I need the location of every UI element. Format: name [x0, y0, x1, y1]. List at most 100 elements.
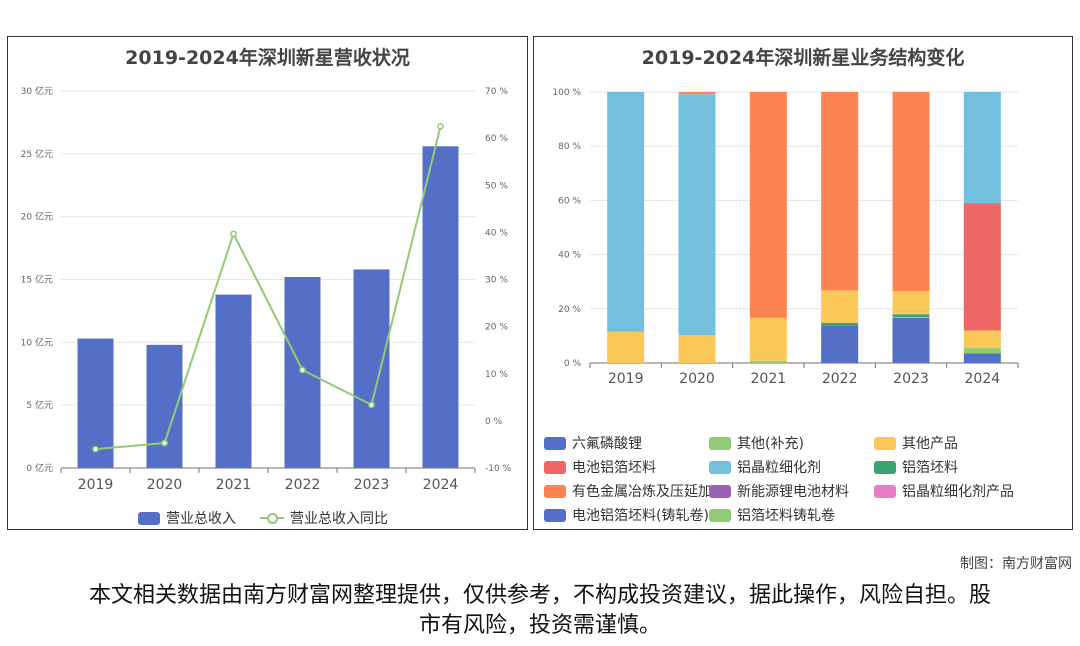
stack-segment: [607, 331, 645, 363]
legend-item[interactable]: 铝箔坯料: [874, 457, 958, 477]
legend-swatch: [874, 484, 896, 498]
y-left-tick-label: 25 亿元: [21, 148, 53, 160]
y-left-tick-label: 20 亿元: [21, 211, 53, 223]
legend-label: 铝晶粒细化剂产品: [902, 484, 1014, 500]
legend-label: 铝晶粒细化剂: [737, 460, 821, 476]
stack-segment: [821, 290, 859, 323]
legend-item[interactable]: 其他产品: [874, 433, 958, 453]
legend-label: 铝箔坯料: [902, 460, 958, 476]
stack-segment: [963, 348, 1001, 354]
x-tick-label: 2024: [965, 371, 1001, 387]
legend-label: 其他产品: [902, 436, 958, 452]
stack-segment: [749, 317, 787, 361]
y-right-tick-label: 50 %: [485, 181, 508, 191]
x-tick-label: 2020: [679, 371, 715, 387]
disclaimer-text: 本文相关数据由南方财富网整理提供，仅供参考，不构成投资建议，据此操作，风险自担。…: [88, 583, 991, 638]
legend-swatch: [709, 508, 731, 522]
revenue-bar: [215, 294, 252, 468]
x-tick-label: 2022: [822, 371, 858, 387]
y-left-tick-label: 30 亿元: [21, 85, 53, 97]
y-left-tick-label: 5 亿元: [26, 399, 53, 411]
legend-swatch: [709, 484, 731, 498]
stack-segment: [749, 360, 787, 363]
x-tick-label: 2023: [893, 371, 929, 387]
legend-label: 铝箔坯料铸轧卷: [737, 508, 835, 524]
y-right-tick-label: -10 %: [485, 464, 512, 474]
stack-segment: [963, 330, 1001, 349]
yoy-point: [299, 366, 306, 374]
x-tick-label: 2020: [147, 477, 183, 493]
x-tick-label: 2022: [285, 477, 321, 493]
stack-segment: [678, 92, 716, 95]
legend-item[interactable]: 六氟磷酸锂: [544, 433, 642, 453]
stack-segment: [678, 94, 716, 336]
stack-segment: [892, 316, 930, 319]
y-right-tick-label: 60 %: [485, 134, 508, 144]
legend-item[interactable]: 其他(补充): [709, 433, 804, 453]
legend-label: 六氟磷酸锂: [572, 436, 642, 452]
stack-segment: [821, 92, 859, 291]
legend-label: 营业总收入同比: [290, 511, 388, 527]
revenue-chart-panel: 2019-2024年深圳新星营收状况 0 亿元 5 亿元 10 亿元 15 亿元 20 …: [7, 36, 528, 530]
y-right-tick-label: 40 %: [485, 228, 508, 238]
y-right-tick-label: 30 %: [485, 276, 508, 286]
y-right-tick-label: 0 %: [485, 417, 503, 427]
stack-segment: [821, 322, 859, 326]
stack-segment: [678, 335, 716, 363]
legend-swatch: [544, 484, 566, 498]
legend-item[interactable]: 有色金属冶炼及压延加工: [544, 481, 726, 501]
y-tick-label: 0 %: [564, 359, 582, 369]
stack-segment: [892, 291, 930, 315]
legend-revenue[interactable]: 营业总收入: [138, 508, 236, 528]
y-tick-label: 100 %: [552, 88, 581, 98]
yoy-line: [95, 126, 442, 451]
revenue-bar: [353, 269, 390, 468]
chart-credit: 制图：南方财富网: [960, 556, 1072, 572]
legend-item[interactable]: 电池铝箔坯料(铸轧卷): [544, 505, 709, 525]
y-right-tick-label: 10 %: [485, 370, 508, 380]
legend-item[interactable]: 铝箔坯料铸轧卷: [709, 505, 835, 525]
legend-swatch: [874, 436, 896, 450]
stack-segment: [963, 203, 1001, 331]
yoy-point: [92, 445, 99, 453]
structure-chart-plot: 0 % 20 % 40 % 60 % 80 % 100 % 2019 2020 2021 2022…: [552, 88, 1019, 387]
x-tick-label: 2021: [216, 477, 252, 493]
legend-label: 其他(补充): [737, 436, 804, 452]
legend-item[interactable]: 铝晶粒细化剂产品: [874, 481, 1014, 501]
legend-revenue-yoy[interactable]: 营业总收入同比: [260, 508, 388, 528]
revenue-chart-plot: 0 亿元 5 亿元 10 亿元 15 亿元 20 亿元 25 亿元 30 亿元 -10 % 0 …: [21, 85, 512, 493]
x-tick-label: 2019: [78, 477, 114, 493]
x-tick-label: 2021: [751, 371, 787, 387]
legend-item[interactable]: 电池铝箔坯料: [544, 457, 656, 477]
y-left-tick-label: 15 亿元: [21, 274, 53, 286]
stack-segment: [963, 353, 1001, 363]
y-right-tick-label: 20 %: [485, 323, 508, 333]
y-left-tick-label: 10 亿元: [21, 336, 53, 348]
revenue-bar: [422, 146, 459, 468]
yoy-point: [437, 122, 444, 130]
yoy-point: [161, 439, 168, 447]
legend-swatch: [709, 436, 731, 450]
stack-segment: [892, 314, 930, 317]
y-tick-label: 80 %: [558, 142, 581, 152]
revenue-chart-title: 2019-2024年深圳新星营收状况: [125, 47, 410, 69]
structure-chart-title: 2019-2024年深圳新星业务结构变化: [641, 47, 965, 69]
legend-item[interactable]: 新能源锂电池材料: [709, 481, 849, 501]
stack-segment: [749, 92, 787, 318]
y-tick-label: 60 %: [558, 196, 581, 206]
x-tick-label: 2019: [608, 371, 644, 387]
y-tick-label: 20 %: [558, 305, 581, 315]
legend-label: 电池铝箔坯料: [572, 460, 656, 476]
legend-swatch: [544, 436, 566, 450]
legend-swatch: [709, 460, 731, 474]
y-tick-label: 40 %: [558, 251, 581, 261]
legend-swatch: [138, 511, 160, 525]
legend-item[interactable]: 铝晶粒细化剂: [709, 457, 821, 477]
legend-label: 有色金属冶炼及压延加工: [572, 484, 726, 500]
stack-segment: [963, 92, 1001, 204]
x-tick-label: 2023: [354, 477, 390, 493]
stack-segment: [892, 318, 930, 363]
y-right-tick-label: 70 %: [485, 87, 508, 97]
structure-chart-panel: 2019-2024年深圳新星业务结构变化 0 % 20 % 40 % 60 % 80 %…: [533, 36, 1073, 530]
stack-segment: [607, 92, 645, 332]
